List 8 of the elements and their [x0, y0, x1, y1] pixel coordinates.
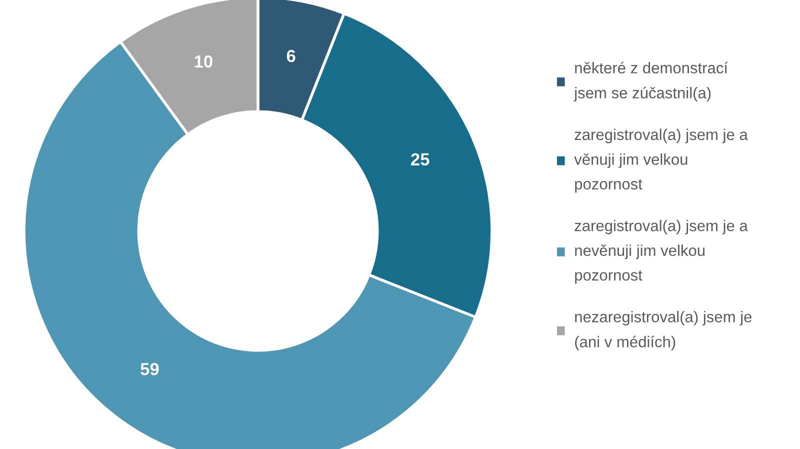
- data-label: 6: [286, 50, 296, 62]
- legend-label: zaregistroval(a) jsem je a věnuji jim velkou pozornost: [574, 128, 748, 193]
- legend-label: zaregistroval(a) jsem je a nevěnuji jim velkou pozornost: [574, 220, 748, 284]
- data-label: 25: [411, 153, 430, 166]
- data-label: 59: [140, 362, 159, 376]
- data-label: 10: [194, 55, 212, 68]
- legend-label: nezaregistroval(a) jsem je (ani v médiích): [575, 310, 752, 350]
- legend-label: některé z demonstrací jsem se zúčastnil(a): [574, 62, 728, 102]
